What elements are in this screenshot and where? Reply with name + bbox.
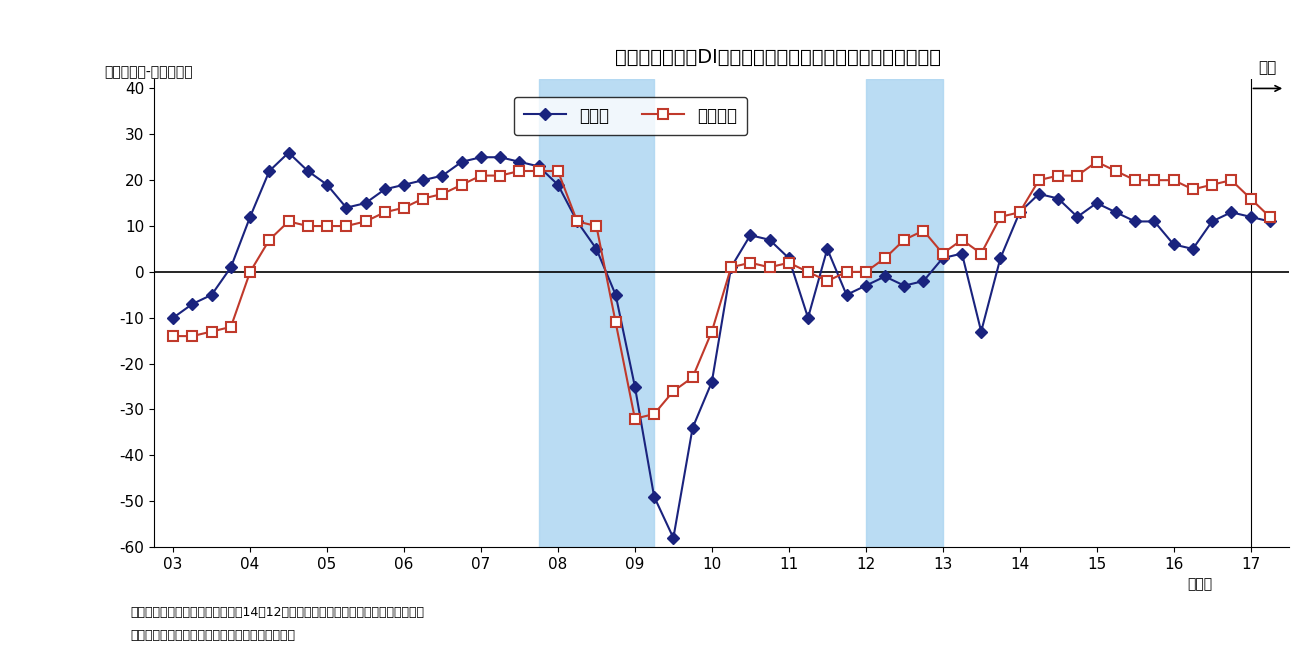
Legend: 製造業, 非製造業: 製造業, 非製造業 [514,97,747,135]
非製造業 [416,194,432,202]
Text: （「良い」-「悪い」）: （「良い」-「悪い」） [104,65,193,79]
非製造業 [1223,176,1239,184]
Line: 非製造業: 非製造業 [168,157,1274,424]
製造業 [1262,218,1278,226]
非製造業 [915,227,931,235]
Text: （年）: （年） [1188,577,1213,591]
Line: 製造業: 製造業 [170,149,1274,542]
非製造業 [1262,213,1278,221]
Text: （資料）日本銀行「全国企業短期経済観測調査」: （資料）日本銀行「全国企業短期経済観測調査」 [130,629,296,642]
製造業 [1223,209,1239,216]
製造業 [935,254,951,262]
Title: 足元の業況判断DIは製造業、非製造業ともに改善（大企業）: 足元の業況判断DIは製造業、非製造業ともに改善（大企業） [615,48,941,67]
製造業 [434,171,450,179]
製造業 [166,314,181,321]
製造業 [454,158,469,166]
非製造業 [166,332,181,340]
Text: （注）シャドーは景気後退期間、14年12月調査以降は調査対象見直し後の新ベース: （注）シャドーは景気後退期間、14年12月調査以降は調査対象見直し後の新ベース [130,606,424,619]
Bar [866,80,943,547]
非製造業 [434,190,450,198]
製造業 [1012,209,1028,216]
非製造業 [627,415,643,422]
製造業 [280,149,296,156]
非製造業 [1089,158,1104,166]
製造業 [665,534,681,542]
非製造業 [992,213,1008,221]
製造業 [1127,218,1142,226]
Text: 予測: 予測 [1258,60,1277,75]
Bar [539,80,655,547]
非製造業 [1127,176,1142,184]
